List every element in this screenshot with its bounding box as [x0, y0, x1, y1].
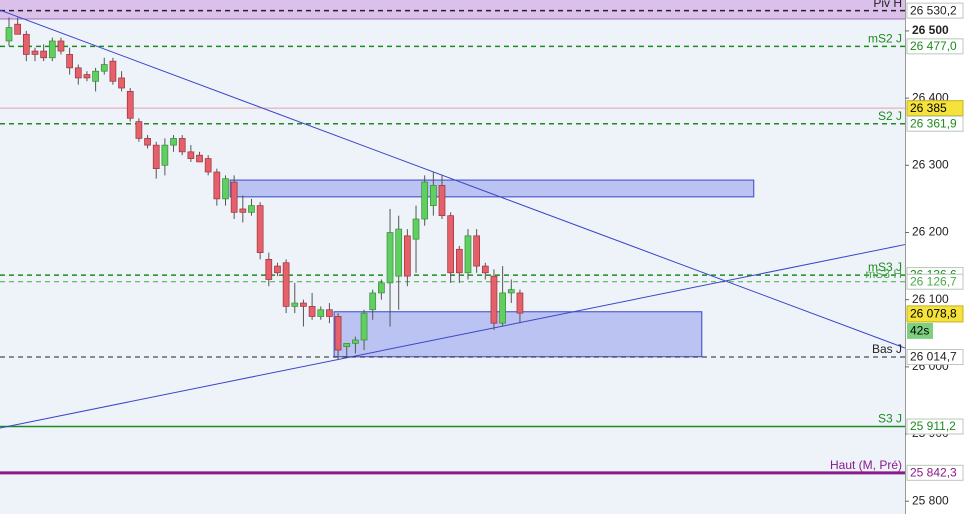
- candle-body: [343, 342, 351, 348]
- level-value-label: 26 385: [910, 101, 947, 115]
- candle-body: [326, 309, 333, 317]
- pivot-band: [0, 0, 905, 19]
- level-value-label: 25 911,2: [910, 419, 956, 433]
- candle-body: [66, 54, 73, 69]
- candle-body: [222, 178, 229, 200]
- candle-body: [352, 339, 359, 344]
- candle-body: [438, 185, 446, 217]
- candle-body: [395, 228, 403, 277]
- level-value-label: 26 361,9: [910, 116, 957, 130]
- candle-body: [300, 302, 307, 307]
- level-value-label: 26 126,7: [910, 274, 957, 288]
- candle-body: [161, 144, 169, 166]
- candle-body: [109, 60, 117, 82]
- candle-body: [282, 262, 290, 307]
- candle-body: [5, 27, 13, 42]
- timer-label: 42s: [910, 324, 929, 338]
- candle-body: [178, 138, 186, 153]
- level-value-label: 26 014,7: [910, 350, 957, 364]
- level-name: Bas J: [872, 342, 902, 356]
- candle-body: [239, 208, 247, 213]
- candle-body: [360, 312, 368, 341]
- timer-box: [907, 322, 933, 339]
- level-label-box: [906, 38, 964, 55]
- trend-line: [0, 9, 906, 349]
- candle-body: [507, 289, 515, 294]
- candle-body: [57, 40, 65, 52]
- level-label-box: [906, 418, 964, 435]
- candle-body: [22, 33, 30, 55]
- level-label-box: [906, 348, 964, 365]
- candle-body: [135, 121, 143, 139]
- candle-body: [291, 302, 299, 307]
- current-price-box: [906, 305, 964, 323]
- candle-body: [187, 151, 195, 159]
- y-tick-label: 25 800: [912, 493, 949, 507]
- level-name: Piv H: [873, 0, 902, 10]
- trend-line: [0, 244, 906, 429]
- candle-body: [412, 218, 420, 240]
- candle-body: [118, 77, 125, 89]
- candle-body: [378, 282, 385, 294]
- candle-body: [40, 50, 47, 59]
- candle-body: [48, 40, 56, 59]
- candle-body: [14, 23, 22, 35]
- candle-body: [152, 144, 160, 169]
- candle-body: [100, 64, 108, 72]
- candle-body: [429, 185, 437, 206]
- candle-body: [386, 232, 394, 284]
- candle-body: [31, 50, 39, 55]
- level-name: mS2 J: [868, 32, 902, 46]
- candle-body: [447, 215, 455, 274]
- candle-body: [274, 265, 281, 274]
- candle-body: [204, 158, 212, 173]
- level-name: S2 J: [878, 109, 902, 123]
- zone: [229, 179, 755, 198]
- candle-body: [308, 306, 316, 317]
- level-label-box: [906, 464, 964, 481]
- candle-body: [455, 248, 463, 274]
- level-value-label: 26 530,2: [910, 3, 957, 17]
- level-name: mS3 J: [868, 260, 902, 274]
- candle-body: [516, 292, 524, 314]
- level-value-label: 25 842,3: [910, 465, 957, 479]
- candle-body: [83, 74, 91, 79]
- candle-body: [473, 235, 480, 267]
- candle-body: [265, 259, 273, 280]
- candle-body: [334, 316, 342, 351]
- candle-body: [213, 171, 221, 200]
- candle-body: [92, 70, 99, 82]
- y-tick-label: 26 300: [912, 157, 949, 171]
- level-value-label: 26 477,0: [910, 39, 957, 53]
- candle-body: [421, 181, 429, 220]
- level-name: S3 J: [878, 412, 902, 426]
- candle-body: [170, 138, 177, 146]
- candle-body: [369, 292, 377, 311]
- zone: [333, 311, 703, 358]
- level-name: Haut (M, Pré): [830, 458, 902, 472]
- candle-body: [404, 235, 411, 277]
- candle-body: [230, 181, 238, 213]
- candle-body: [317, 309, 325, 317]
- level-name: mS3 H: [865, 267, 902, 281]
- current-price-label: 26 078,8: [910, 307, 957, 321]
- candle-body: [481, 265, 489, 274]
- candle-body: [490, 275, 498, 324]
- candle-body: [196, 154, 203, 163]
- y-tick-label: 26 200: [912, 225, 949, 239]
- level-label-box: [906, 115, 964, 132]
- candle-body: [256, 205, 264, 253]
- level-label-box: [906, 100, 964, 117]
- candle-body: [126, 91, 134, 119]
- candle-body: [74, 67, 82, 79]
- level-label-box: [906, 2, 964, 19]
- y-tick-label: 26 500: [912, 23, 949, 37]
- candle-body: [248, 205, 255, 213]
- candle-body: [464, 235, 472, 274]
- y-tick-label: 26 100: [912, 292, 949, 306]
- candle-body: [144, 138, 151, 146]
- candle-body: [499, 292, 506, 324]
- level-label-box: [906, 273, 964, 290]
